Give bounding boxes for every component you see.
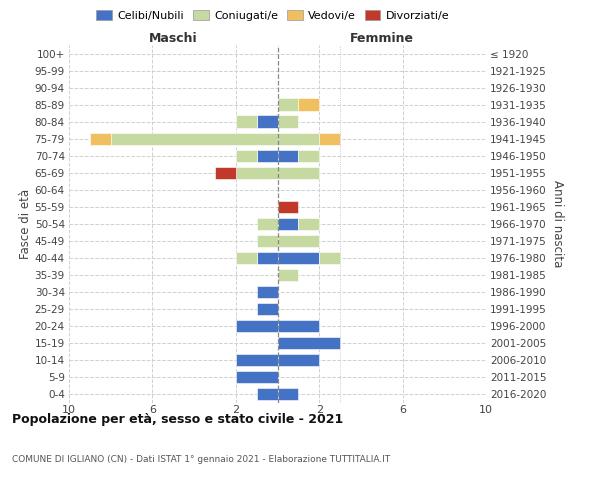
Bar [90, 132, 111, 145]
Bar [319, 252, 340, 264]
Bar [257, 116, 277, 128]
Bar [257, 234, 277, 247]
Bar [277, 150, 298, 162]
Y-axis label: Anni di nascita: Anni di nascita [551, 180, 563, 268]
Bar [236, 354, 277, 366]
Bar [236, 252, 257, 264]
Bar [257, 218, 277, 230]
Y-axis label: Fasce di età: Fasce di età [19, 188, 32, 259]
Bar [215, 166, 236, 179]
Bar [277, 388, 298, 400]
Bar [319, 132, 340, 145]
Bar [277, 166, 319, 179]
Bar [277, 98, 298, 110]
Bar [277, 200, 298, 213]
Bar [277, 116, 298, 128]
Bar [236, 371, 277, 383]
Bar [257, 388, 277, 400]
Text: Popolazione per età, sesso e stato civile - 2021: Popolazione per età, sesso e stato civil… [12, 412, 343, 426]
Bar [236, 166, 277, 179]
Bar [257, 302, 277, 315]
Bar [277, 320, 319, 332]
Bar [257, 150, 277, 162]
Bar [277, 337, 340, 349]
Bar [298, 150, 319, 162]
Text: Maschi: Maschi [149, 32, 197, 45]
Bar [298, 98, 319, 110]
Bar [236, 116, 257, 128]
Bar [257, 286, 277, 298]
Legend: Celibi/Nubili, Coniugati/e, Vedovi/e, Divorziati/e: Celibi/Nubili, Coniugati/e, Vedovi/e, Di… [92, 6, 454, 25]
Bar [257, 252, 277, 264]
Bar [277, 218, 298, 230]
Bar [277, 234, 319, 247]
Bar [236, 320, 277, 332]
Bar [277, 268, 298, 281]
Bar [277, 252, 319, 264]
Text: Femmine: Femmine [350, 32, 414, 45]
Bar [277, 354, 319, 366]
Text: COMUNE DI IGLIANO (CN) - Dati ISTAT 1° gennaio 2021 - Elaborazione TUTTITALIA.IT: COMUNE DI IGLIANO (CN) - Dati ISTAT 1° g… [12, 455, 390, 464]
Bar [277, 132, 319, 145]
Bar [111, 132, 277, 145]
Bar [236, 150, 257, 162]
Bar [298, 218, 319, 230]
